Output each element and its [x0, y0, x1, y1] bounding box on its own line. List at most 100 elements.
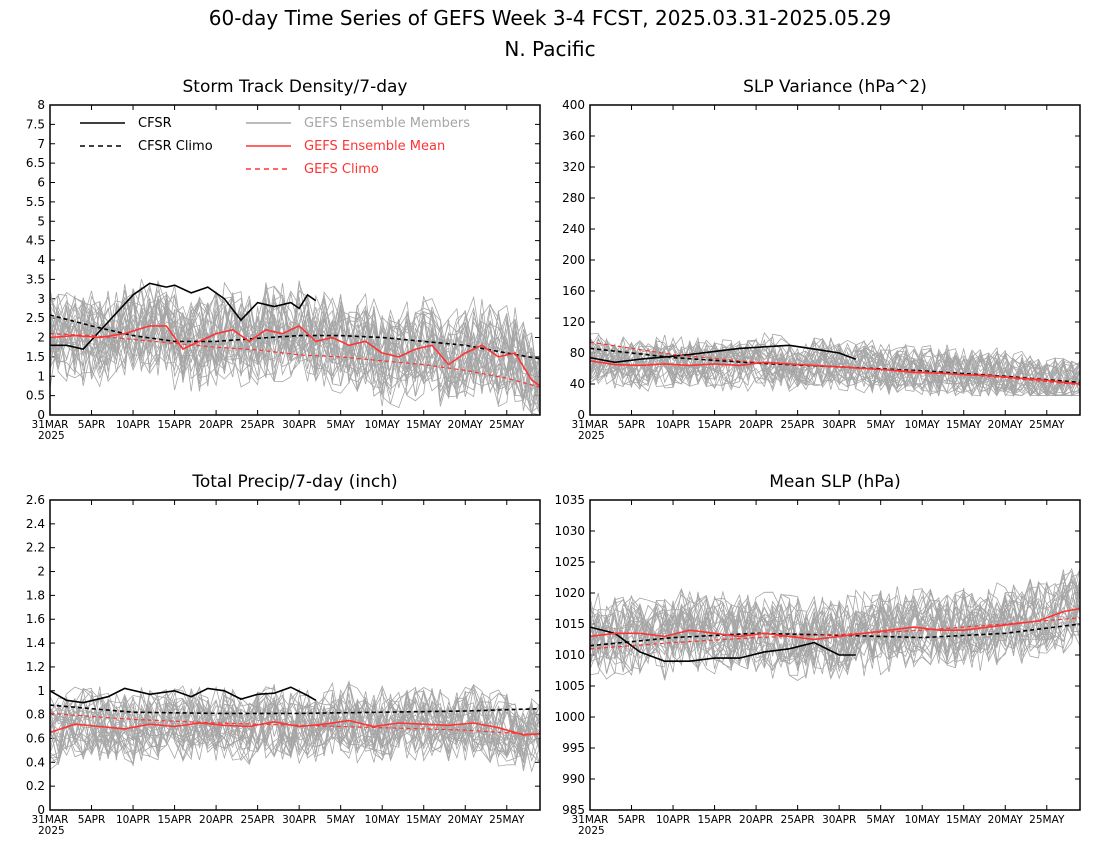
y-tick-label: 0 — [37, 408, 45, 422]
x-tick-label: 5APR — [618, 814, 646, 826]
x-tick-label: 10APR — [656, 814, 690, 826]
y-tick-label: 6 — [37, 176, 45, 190]
x-tick-label: 30APR — [282, 814, 316, 826]
figure-title: 60-day Time Series of GEFS Week 3-4 FCST… — [209, 6, 891, 30]
x-tick-label: 20APR — [199, 419, 233, 431]
y-tick-label: 1015 — [554, 617, 585, 631]
y-tick-label: 4.5 — [26, 234, 45, 248]
x-year-label: 2025 — [578, 430, 605, 442]
panel-3: Total Precip/7-day (inch) 0 0.2 0.4 0.6 0.8 1 1… — [26, 472, 541, 837]
y-tick-label: 280 — [562, 191, 585, 205]
y-tick-label: 360 — [562, 129, 585, 143]
y-tick-label: 1000 — [554, 710, 585, 724]
y-tick-label: 7.5 — [26, 117, 45, 131]
x-tick-label: 15MAY — [946, 419, 982, 431]
ensemble-member-line — [49, 288, 541, 405]
y-tick-label: 80 — [570, 346, 585, 360]
ensemble-member-line — [49, 696, 541, 763]
panel-title: Storm Track Density/7-day — [183, 77, 408, 97]
y-tick-label: 1 — [37, 684, 45, 698]
x-tick-label: 10MAY — [905, 814, 941, 826]
panel-4: Mean SLP (hPa) 985 990 995 1000 1005 1010 1015 1… — [554, 472, 1081, 837]
y-tick-label: 5 — [37, 214, 45, 228]
ensemble-member-line — [49, 688, 541, 755]
y-tick-label: 0.4 — [26, 755, 45, 769]
x-tick-label: 31MAR — [572, 814, 609, 826]
ensemble-member-line — [589, 338, 1081, 397]
x-tick-label: 5APR — [78, 419, 106, 431]
panel-title: Mean SLP (hPa) — [769, 472, 901, 492]
legend-label: GEFS Ensemble Members — [304, 116, 470, 131]
series-gefs-climo — [589, 341, 1081, 386]
y-tick-label: 995 — [562, 741, 585, 755]
ensemble-member-line — [589, 339, 1081, 392]
x-tick-label: 31MAR — [572, 419, 609, 431]
ensemble-member-line — [49, 305, 541, 409]
x-year-label: 2025 — [38, 430, 65, 442]
y-tick-label: 400 — [562, 98, 585, 112]
ensemble-members — [589, 332, 1081, 398]
y-tick-label: 8 — [37, 98, 45, 112]
series-gefs-climo — [589, 617, 1081, 650]
x-tick-label: 15MAY — [946, 814, 982, 826]
series-cfsr — [49, 686, 317, 704]
series-cfsr-climo — [49, 704, 541, 715]
series-cfsr-climo — [49, 314, 541, 360]
ensemble-members — [49, 679, 541, 773]
ensemble-members — [49, 278, 541, 416]
x-tick-label: 20MAY — [448, 419, 484, 431]
x-tick-label: 25APR — [781, 814, 815, 826]
series-gefs-climo — [49, 712, 541, 736]
x-tick-label: 5APR — [618, 419, 646, 431]
y-tick-label: 3 — [37, 292, 45, 306]
y-tick-label: 985 — [562, 803, 585, 817]
y-tick-label: 1.2 — [26, 660, 45, 674]
legend-label: CFSR — [138, 116, 172, 131]
plot-frame — [589, 499, 1081, 811]
x-tick-label: 25MAY — [489, 419, 525, 431]
series-cfsr — [50, 282, 317, 350]
y-tick-label: 1025 — [554, 555, 585, 569]
y-tick-label: 160 — [562, 284, 585, 298]
legend-label: CFSR Climo — [138, 139, 213, 154]
x-tick-label: 15APR — [157, 419, 191, 431]
y-tick-label: 120 — [562, 315, 585, 329]
x-tick-label: 10MAY — [365, 814, 401, 826]
series-gefs-ensemble-mean — [589, 607, 1081, 641]
panel-1: Storm Track Density/7-day 0 0.5 1 1.5 2 2.5 3 3.… — [26, 77, 541, 442]
ensemble-member-line — [589, 573, 1081, 673]
ensemble-member-line — [589, 578, 1081, 672]
y-tick-label: 1 — [37, 369, 45, 383]
y-tick-label: 0.8 — [26, 708, 45, 722]
y-tick-label: 6.5 — [26, 156, 45, 170]
y-tick-label: 240 — [562, 222, 585, 236]
y-tick-label: 2.4 — [26, 517, 45, 531]
ensemble-member-line — [589, 337, 1081, 397]
y-tick-label: 2 — [37, 565, 45, 579]
ensemble-member-line — [49, 692, 541, 762]
x-tick-label: 15APR — [697, 419, 731, 431]
plot-frame — [49, 104, 541, 416]
x-tick-label: 10APR — [656, 419, 690, 431]
x-year-label: 2025 — [38, 825, 65, 837]
y-tick-label: 2 — [37, 331, 45, 345]
y-tick-label: 0.5 — [26, 389, 45, 403]
ensemble-member-line — [49, 290, 541, 393]
x-tick-label: 5MAY — [326, 419, 355, 431]
ensemble-member-line — [49, 689, 541, 754]
legend-label: GEFS Ensemble Mean — [304, 139, 445, 154]
x-tick-label: 10APR — [116, 814, 150, 826]
y-tick-label: 1035 — [554, 493, 585, 507]
ensemble-member-line — [49, 679, 541, 754]
ensemble-member-line — [49, 295, 541, 416]
x-tick-label: 10MAY — [365, 419, 401, 431]
x-tick-label: 15MAY — [406, 814, 442, 826]
y-tick-label: 2.6 — [26, 493, 45, 507]
y-tick-label: 0 — [577, 408, 585, 422]
x-tick-label: 20APR — [739, 814, 773, 826]
x-tick-label: 10MAY — [905, 419, 941, 431]
x-tick-label: 5MAY — [866, 419, 895, 431]
y-tick-label: 3.5 — [26, 272, 45, 286]
y-tick-label: 5.5 — [26, 195, 45, 209]
